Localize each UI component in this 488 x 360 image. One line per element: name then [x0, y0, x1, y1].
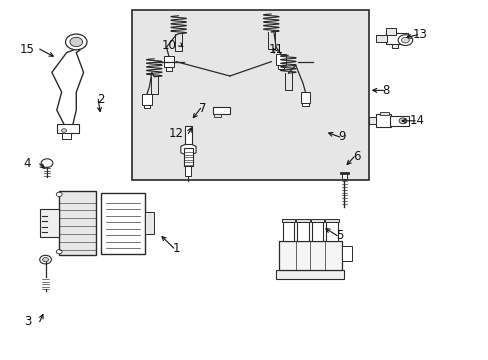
Bar	[341, 173, 346, 179]
Bar	[142, 94, 152, 105]
Bar	[296, 219, 309, 222]
Text: 1: 1	[172, 242, 180, 255]
Bar	[385, 28, 395, 36]
Text: 2: 2	[97, 93, 104, 106]
Circle shape	[56, 249, 62, 254]
Bar	[281, 219, 295, 222]
Text: 14: 14	[409, 114, 424, 127]
Text: 3: 3	[24, 315, 31, 328]
Bar	[341, 246, 351, 261]
Text: 4: 4	[24, 157, 31, 170]
Circle shape	[61, 129, 66, 132]
Bar	[389, 116, 408, 126]
Bar	[277, 65, 284, 69]
Bar	[375, 35, 386, 42]
Text: 6: 6	[352, 150, 360, 163]
Bar	[165, 67, 172, 71]
Bar	[282, 221, 294, 241]
Circle shape	[40, 255, 51, 264]
Text: 8: 8	[382, 84, 389, 97]
Circle shape	[56, 192, 62, 197]
Text: 15: 15	[20, 42, 35, 55]
Bar	[144, 212, 154, 234]
Bar	[61, 134, 71, 139]
Bar	[183, 148, 193, 166]
Bar	[368, 117, 375, 125]
Circle shape	[65, 34, 87, 50]
Circle shape	[398, 118, 406, 124]
Bar	[300, 92, 310, 103]
Text: 10: 10	[161, 39, 176, 52]
Bar	[375, 114, 390, 127]
Bar	[302, 103, 308, 107]
Text: 7: 7	[199, 102, 206, 115]
Bar	[379, 112, 388, 115]
Text: 12: 12	[168, 127, 183, 140]
Circle shape	[401, 37, 408, 43]
Bar	[385, 33, 407, 44]
Bar	[212, 107, 229, 114]
Circle shape	[42, 257, 48, 262]
Text: 13: 13	[412, 28, 427, 41]
Bar	[213, 114, 221, 117]
Bar	[185, 166, 191, 176]
Bar	[310, 219, 324, 222]
Text: 9: 9	[338, 130, 345, 144]
Bar	[325, 219, 338, 222]
Circle shape	[397, 35, 412, 45]
Bar	[184, 126, 192, 144]
Bar	[276, 270, 344, 279]
Bar	[163, 56, 173, 67]
Bar	[391, 44, 397, 48]
Text: 5: 5	[335, 229, 343, 242]
Circle shape	[70, 37, 82, 46]
Bar	[143, 105, 150, 108]
Bar	[40, 209, 59, 237]
Bar	[57, 125, 79, 134]
Circle shape	[41, 159, 53, 167]
Bar	[297, 221, 308, 241]
Bar	[276, 54, 285, 65]
Bar	[101, 193, 144, 253]
Bar	[132, 10, 368, 180]
Text: 11: 11	[268, 42, 283, 55]
Bar	[326, 221, 337, 241]
Bar	[311, 221, 323, 241]
Polygon shape	[181, 143, 196, 156]
Bar	[278, 241, 341, 270]
Bar	[59, 191, 96, 255]
